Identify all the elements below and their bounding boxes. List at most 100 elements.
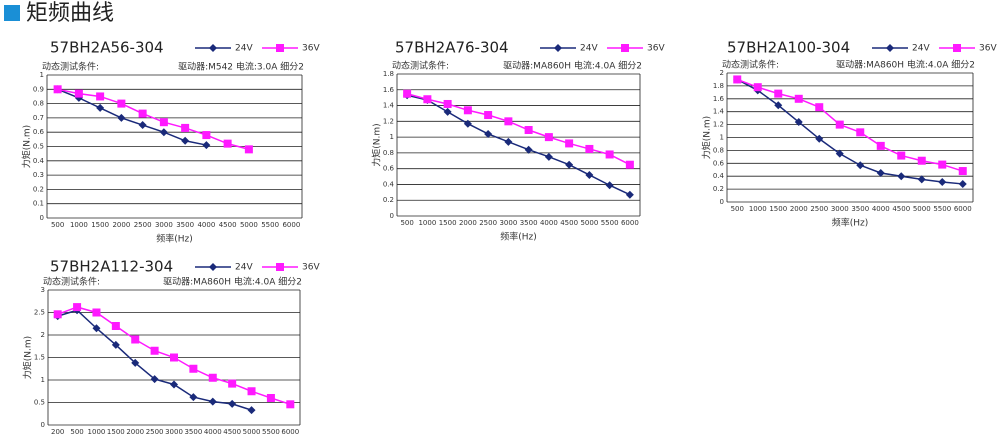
legend-label: 24V [235,263,253,273]
x-tick-label: 4000 [872,205,890,213]
y-tick-label: 1.4 [383,102,395,110]
point [815,103,824,112]
point [181,136,190,145]
point [484,111,493,120]
y-tick-label: 0.2 [33,185,44,193]
point [794,118,803,127]
x-axis-label: 频率(Hz) [156,233,193,245]
point [504,117,513,126]
y-tick-label: 0.5 [34,399,45,407]
point [958,179,967,188]
point [443,107,452,116]
subtitle: 动态测试条件: [392,60,449,72]
point [138,121,147,130]
x-tick-label: 3000 [155,221,173,229]
point [244,145,253,154]
x-tick-label: 500 [731,205,744,213]
point [423,95,432,104]
y-tick-label: 1.2 [383,117,394,125]
point [247,387,256,396]
x-tick-label: 5000 [243,428,261,436]
x-tick-label: 1500 [769,205,787,213]
point [181,123,190,132]
subtitle: 驱动器:MA860H 电流:4.0A 细分2 [836,59,975,71]
series-line [406,94,631,196]
point [170,380,178,389]
series-line [736,78,963,172]
y-tick-label: 1.4 [713,108,725,116]
x-tick-label: 3500 [184,428,202,436]
x-tick-label: 4000 [540,219,558,227]
y-tick-label: 2.5 [34,309,45,317]
x-tick-label: 500 [70,428,83,436]
x-tick-label: 3000 [499,219,517,227]
point [621,44,629,52]
point [92,308,101,317]
series-line [736,78,963,185]
subtitle: 动态测试条件: [43,276,100,288]
point [835,120,844,129]
y-tick-label: 0 [40,214,44,222]
point [897,172,906,181]
y-tick-label: 0 [720,198,724,206]
point [958,167,967,176]
x-tick-label: 1500 [107,428,125,436]
y-tick-label: 1.6 [713,95,725,103]
point [403,89,412,98]
y-axis-label: 力矩(N.m) [22,336,34,379]
point [897,151,906,160]
y-tick-label: 0 [390,212,394,220]
x-tick-label: 2500 [134,221,152,229]
x-tick-label: 2000 [126,428,144,436]
point [266,394,275,402]
point [159,128,168,137]
x-tick-label: 6000 [281,428,299,436]
x-tick-label: 2000 [790,205,808,213]
point [625,160,634,169]
legend-label: 24V [235,44,253,54]
y-tick-label: 0.4 [713,172,725,180]
y-tick-label: 0.2 [383,196,394,204]
legend-label: 24V [912,44,930,54]
x-tick-label: 2000 [459,219,477,227]
point [117,99,126,108]
x-tick-label: 2500 [479,219,497,227]
point [189,364,198,373]
point [209,263,217,271]
point [585,144,594,153]
point [53,310,62,319]
point [443,99,452,108]
x-tick-label: 2000 [112,221,130,229]
point [565,160,574,169]
series-line [406,92,631,166]
point [189,393,198,402]
legend-label: 36V [647,44,665,54]
point [753,83,762,92]
x-tick-label: 6000 [282,221,300,229]
point [276,263,284,271]
x-tick-label: 1000 [70,221,88,229]
x-tick-label: 3500 [176,221,194,229]
point [938,178,947,187]
y-tick-label: 0.1 [33,200,44,208]
point [286,400,295,409]
y-axis-label: 力矩(N.m) [701,116,713,159]
point [953,44,961,52]
x-tick-label: 5500 [261,221,279,229]
legend-label: 36V [302,44,320,54]
x-tick-label: 200 [51,428,64,436]
point [876,141,885,150]
x-tick-label: 1000 [749,205,767,213]
point [223,139,232,148]
point [524,145,533,154]
legend-label: 36V [979,44,997,54]
x-tick-label: 3500 [851,205,869,213]
series-line [57,88,250,151]
heading-icon [4,5,20,21]
point [835,149,844,158]
x-tick-label: 500 [400,219,413,227]
y-tick-label: 0.7 [33,114,44,122]
series-line [57,309,252,411]
x-tick-label: 2500 [146,428,164,436]
x-tick-label: 3000 [831,205,849,213]
